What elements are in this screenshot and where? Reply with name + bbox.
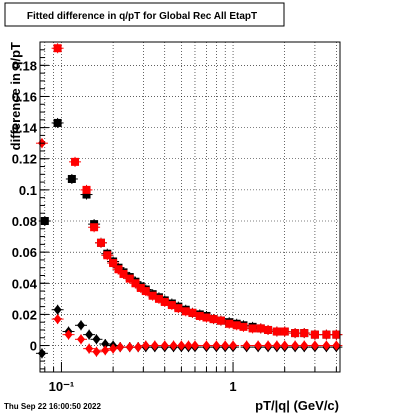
square-marker: [209, 315, 218, 324]
data-markers: [37, 44, 341, 359]
diamond-marker: [177, 340, 186, 351]
diamond-marker: [92, 346, 101, 357]
axis-ticks: [40, 49, 337, 372]
diamond-marker: [254, 340, 263, 351]
diamond-marker: [310, 340, 319, 351]
diamond-marker: [272, 340, 281, 351]
y-tick-label: 0: [30, 339, 37, 354]
y-tick-label: 0.02: [12, 307, 37, 322]
square-marker: [53, 118, 62, 127]
diamond-marker: [76, 334, 85, 345]
timestamp: Thu Sep 22 16:00:50 2022: [4, 402, 101, 411]
title-box: [4, 2, 285, 27]
square-marker: [141, 287, 150, 296]
diamond-marker: [134, 342, 143, 353]
diamond-marker: [291, 340, 300, 351]
y-tick-label: 0.1: [19, 183, 37, 198]
diamond-marker: [332, 340, 341, 351]
diamond-marker: [212, 340, 221, 351]
square-marker: [248, 324, 257, 333]
diamond-marker: [92, 334, 101, 345]
square-marker: [67, 174, 76, 183]
square-marker: [71, 157, 80, 166]
square-marker: [90, 223, 99, 232]
square-marker: [131, 279, 140, 288]
square-marker: [310, 330, 319, 339]
square-marker: [264, 325, 273, 334]
square-marker: [174, 304, 183, 313]
diamond-marker: [202, 340, 211, 351]
square-marker: [154, 294, 163, 303]
x-axis-title: pT/|q| (GeV/c): [255, 398, 339, 413]
diamond-marker: [150, 340, 159, 351]
diamond-marker: [160, 340, 169, 351]
diamond-marker: [76, 320, 85, 331]
square-marker: [195, 311, 204, 320]
square-marker: [114, 265, 123, 274]
diamond-marker: [109, 343, 118, 354]
plot-frame: [39, 41, 341, 373]
diamond-marker: [300, 340, 309, 351]
diamond-marker: [169, 340, 178, 351]
diamond-marker: [280, 340, 289, 351]
diamond-marker: [141, 340, 150, 351]
square-marker: [96, 238, 105, 247]
diamond-marker: [322, 340, 331, 351]
y-tick-label: 0.14: [12, 121, 38, 136]
y-tick-label: 0.12: [12, 152, 37, 167]
square-marker: [53, 44, 62, 53]
diamond-marker: [116, 342, 125, 353]
y-axis-title: difference in q/pT: [8, 42, 23, 150]
square-marker: [82, 185, 91, 194]
square-marker: [256, 324, 265, 333]
square-marker: [103, 251, 112, 260]
square-marker: [148, 291, 157, 300]
square-marker: [136, 283, 145, 292]
square-marker: [272, 327, 281, 336]
diamond-marker: [85, 329, 94, 340]
diamond-marker: [101, 345, 110, 356]
diamond-marker: [184, 340, 193, 351]
diamond-marker: [53, 304, 62, 315]
chart-title: Fitted difference in q/pT for Global Rec…: [27, 11, 257, 22]
y-tick-label: 0.16: [12, 89, 37, 104]
square-marker: [125, 274, 134, 283]
x-tick-label: 10⁻¹: [49, 379, 75, 394]
square-marker: [232, 321, 241, 330]
square-marker: [202, 313, 211, 322]
y-tick-label: 0.06: [12, 245, 37, 260]
tick-labels: 0 0.02 0.04 0.06 0.08 0.1 0.12 0.14 0.16 0.18 10⁻¹…: [12, 58, 237, 394]
diamond-marker: [64, 329, 73, 340]
diamond-marker: [125, 342, 134, 353]
square-marker: [332, 330, 341, 339]
square-marker: [82, 190, 91, 199]
diamond-marker: [53, 314, 62, 325]
y-tick-label: 0.18: [12, 58, 37, 73]
square-marker: [291, 329, 300, 338]
grid: [40, 42, 340, 372]
square-marker: [280, 327, 289, 336]
x-tick-label: 1: [229, 379, 236, 394]
diamond-marker: [229, 340, 238, 351]
square-marker: [167, 301, 176, 310]
square-marker: [160, 297, 169, 306]
diamond-marker: [264, 340, 273, 351]
square-marker: [239, 322, 248, 331]
diamond-marker: [242, 340, 251, 351]
square-marker: [225, 319, 234, 328]
y-tick-label: 0.08: [12, 214, 37, 229]
square-marker: [216, 316, 225, 325]
square-marker: [109, 259, 118, 268]
diamond-marker: [190, 340, 199, 351]
diamond-marker: [221, 340, 230, 351]
y-tick-label: 0.04: [12, 276, 38, 291]
square-marker: [119, 269, 128, 278]
square-marker: [188, 308, 197, 317]
diamond-marker: [101, 338, 110, 349]
square-marker: [322, 330, 331, 339]
diamond-marker: [85, 343, 94, 354]
square-marker: [181, 307, 190, 316]
square-marker: [300, 329, 309, 338]
